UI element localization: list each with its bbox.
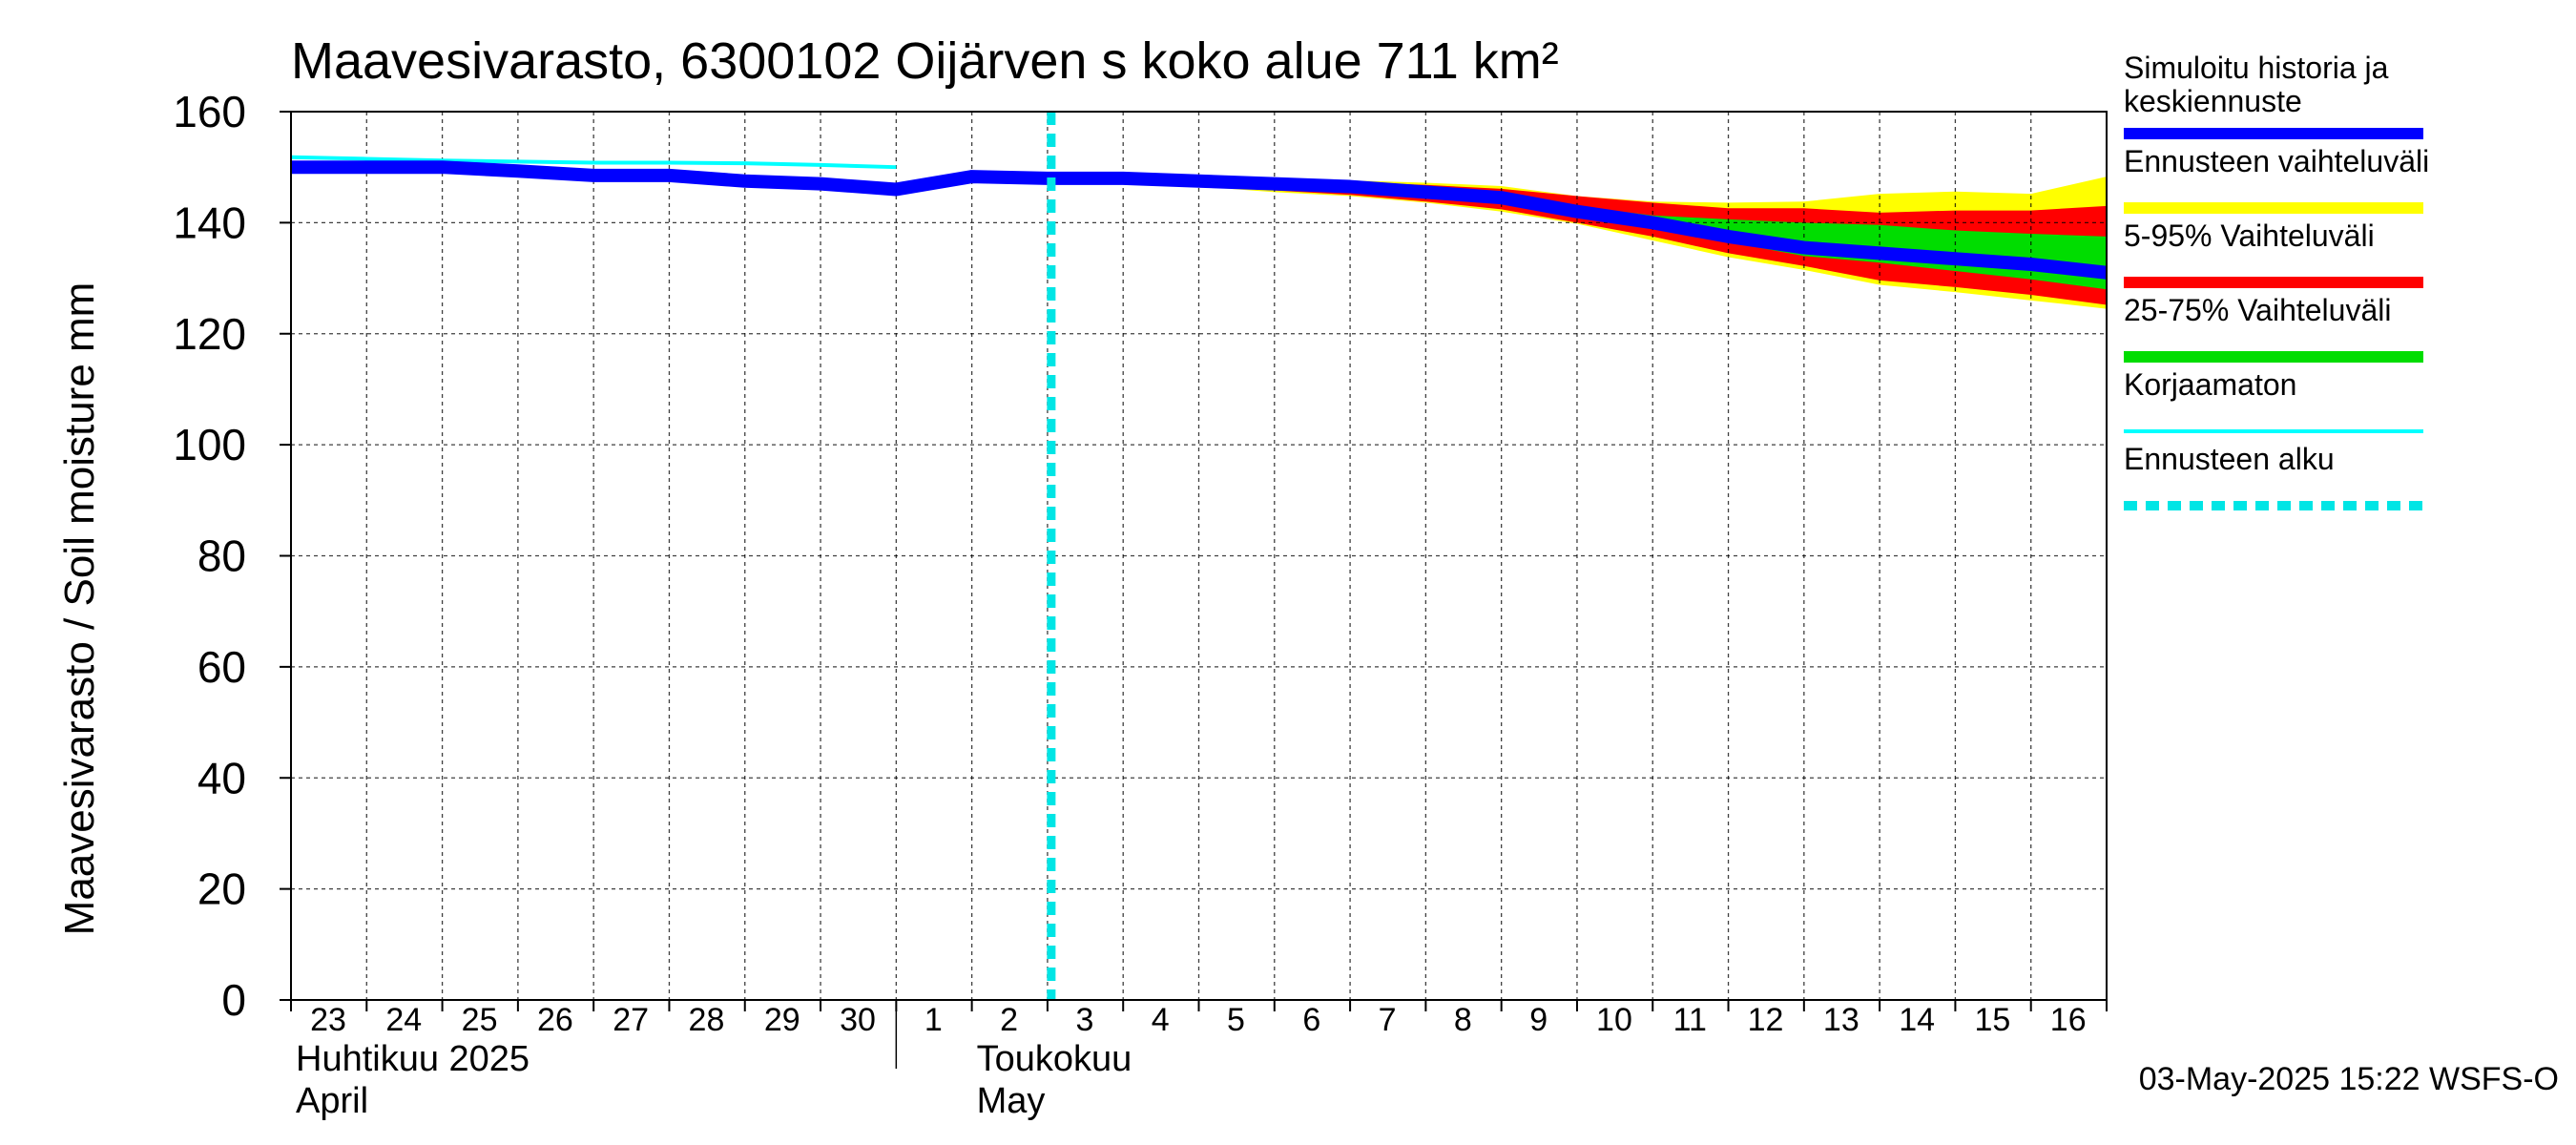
x-tick-label: 9 <box>1529 1002 1548 1038</box>
legend-label: Ennusteen vaihteluväli <box>2124 144 2429 178</box>
x-tick-label: 30 <box>840 1002 876 1038</box>
month-label-english: April <box>296 1081 368 1121</box>
x-tick-label: 28 <box>689 1002 725 1038</box>
x-tick-label: 7 <box>1379 1002 1397 1038</box>
timestamp-footer: 03-May-2025 15:22 WSFS-O <box>2139 1061 2559 1097</box>
x-tick-label: 27 <box>613 1002 649 1038</box>
y-tick-label: 60 <box>197 642 246 692</box>
legend-label: Simuloitu historia ja <box>2124 51 2389 85</box>
x-tick-label: 14 <box>1899 1002 1935 1038</box>
x-tick-label: 25 <box>462 1002 498 1038</box>
band-25-75 <box>1047 177 2107 290</box>
y-tick-label: 20 <box>197 864 246 914</box>
month-label: Huhtikuu 2025 <box>296 1039 530 1079</box>
x-axis-ticks: 23 24 25 26 27 28 29 30 1 2 3 4 5 6 7 8 9 10 11 12 13 14 15 16 <box>290 1000 2108 1069</box>
chart-title: Maavesivarasto, 6300102 Oijärven s koko … <box>291 32 1559 90</box>
x-tick-label: 26 <box>537 1002 573 1038</box>
legend-label: keskiennuste <box>2124 84 2302 118</box>
month-label: Toukokuu <box>977 1039 1132 1079</box>
y-axis-ticks: 0 20 40 60 80 100 120 140 160 <box>173 87 291 1025</box>
series-lines <box>290 155 2108 280</box>
legend-label: Ennusteen alku <box>2124 442 2335 476</box>
x-tick-label: 15 <box>1975 1002 2011 1038</box>
series-line-korjaamaton <box>290 155 897 170</box>
x-tick-label: 23 <box>310 1002 346 1038</box>
legend-label: 5-95% Vaihteluväli <box>2124 219 2375 253</box>
x-tick-label: 6 <box>1302 1002 1320 1038</box>
y-axis-label: Maavesivarasto / Soil moisture mm <box>56 282 103 936</box>
x-tick-label: 11 <box>1673 1002 1707 1038</box>
x-tick-label: 12 <box>1748 1002 1784 1038</box>
month-label-english: May <box>977 1081 1046 1121</box>
y-tick-label: 0 <box>221 975 246 1025</box>
y-tick-label: 80 <box>197 531 246 581</box>
band-5-95 <box>1047 177 2107 305</box>
band-full-range <box>1047 177 2107 309</box>
forecast-bands <box>1047 177 2107 309</box>
x-tick-label: 29 <box>764 1002 800 1038</box>
x-tick-label: 10 <box>1596 1002 1632 1038</box>
x-tick-label: 4 <box>1152 1002 1170 1038</box>
y-tick-label: 160 <box>173 87 246 136</box>
x-tick-label: 2 <box>1000 1002 1018 1038</box>
x-tick-label: 24 <box>385 1002 422 1038</box>
y-tick-label: 120 <box>173 309 246 359</box>
y-tick-label: 40 <box>197 753 246 802</box>
legend-label: 25-75% Vaihteluväli <box>2124 293 2391 327</box>
x-tick-label: 16 <box>2050 1002 2087 1038</box>
x-tick-label: 3 <box>1075 1002 1093 1038</box>
y-tick-label: 140 <box>173 198 246 247</box>
series-line-simulated <box>291 160 2108 280</box>
x-tick-label: 8 <box>1454 1002 1472 1038</box>
legend-label: Korjaamaton <box>2124 367 2296 402</box>
x-tick-label: 13 <box>1823 1002 1859 1038</box>
x-tick-label: 5 <box>1227 1002 1245 1038</box>
grid-lines <box>291 112 2107 1000</box>
x-tick-label: 1 <box>924 1002 943 1038</box>
y-tick-label: 100 <box>173 420 246 469</box>
